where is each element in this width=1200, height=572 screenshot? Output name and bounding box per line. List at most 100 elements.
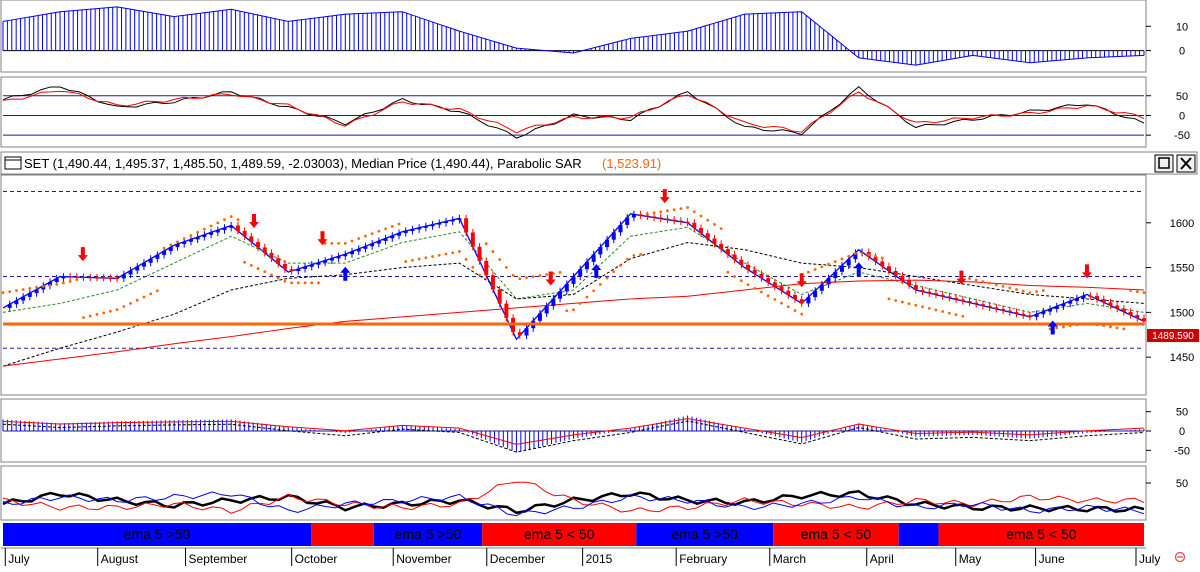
sell-arrow: [77, 247, 88, 262]
parabolic-sar-dot: [572, 308, 575, 312]
parabolic-sar-dot: [706, 218, 710, 222]
candle-body: [584, 261, 589, 270]
candle-body: [880, 261, 885, 267]
parabolic-sar-dot: [471, 265, 475, 269]
last-price-text: 1489.590: [1152, 331, 1194, 342]
candle-body: [470, 232, 475, 247]
candle-body: [732, 254, 737, 260]
parabolic-sar-dot: [115, 308, 119, 312]
candle-body: [175, 244, 180, 248]
candle-body: [115, 278, 120, 280]
parabolic-sar-dot: [155, 289, 159, 293]
candle-body: [605, 239, 610, 248]
parabolic-sar-dot: [793, 309, 797, 312]
parabolic-sar-dot: [504, 265, 508, 269]
candle-body: [913, 285, 918, 290]
parabolic-sar-dot: [518, 277, 522, 281]
candle-body: [1034, 314, 1039, 317]
parabolic-sar-dot: [202, 227, 206, 231]
panel-2-plot: 1600 1550 1500 1450: [1, 189, 1194, 367]
candle-body: [806, 297, 811, 304]
parabolic-sar-dot: [679, 207, 683, 211]
signal-segment: [773, 523, 899, 546]
candle-body: [1115, 305, 1120, 309]
candle-body: [148, 258, 153, 263]
candle-body: [1142, 318, 1146, 322]
candle-body: [269, 252, 274, 259]
candle-body: [1108, 302, 1113, 306]
candle-body: [1135, 315, 1140, 319]
candle-body: [739, 259, 744, 265]
close-button[interactable]: [1176, 154, 1196, 173]
stochastic-panel: [0, 76, 1147, 148]
candle-body: [34, 289, 39, 294]
candle-body: [235, 225, 240, 231]
parabolic-sar-dot: [48, 283, 52, 287]
candle-body: [363, 246, 368, 249]
candle-body: [1041, 311, 1046, 315]
parabolic-sar-dot: [263, 270, 267, 274]
candle-body: [967, 301, 972, 303]
candle-body: [578, 269, 583, 277]
parabolic-sar-dot: [887, 297, 891, 301]
candle-body: [517, 332, 522, 336]
parabolic-sar-dot: [350, 239, 354, 243]
parabolic-sar-dot: [35, 285, 38, 289]
signal-segment: [482, 523, 637, 546]
candle-body: [309, 264, 314, 267]
candle-body: [779, 286, 784, 291]
candle-body: [665, 218, 670, 220]
parabolic-sar-dot: [390, 225, 394, 228]
no-entry-icon[interactable]: [1174, 551, 1186, 563]
oscillator-line: [2, 418, 1145, 445]
parabolic-sar-dot: [954, 313, 958, 317]
restore-icon: [1158, 157, 1170, 169]
candle-body: [846, 259, 851, 266]
parabolic-sar-dot: [384, 227, 387, 231]
parabolic-sar-dot: [988, 281, 992, 285]
parabolic-sar-dot: [968, 277, 971, 280]
parabolic-sar-dot: [800, 312, 804, 316]
sma200-line: [2, 279, 1145, 367]
parabolic-sar-dot: [343, 241, 347, 245]
parabolic-sar-dot: [464, 257, 468, 261]
buy-arrow: [853, 262, 864, 277]
parabolic-sar-dot: [645, 212, 649, 216]
price-header-bar: [0, 151, 1198, 175]
candle-body: [524, 328, 529, 336]
parabolic-sar-dot: [330, 241, 334, 245]
parabolic-sar-dot: [625, 257, 629, 261]
candle-body: [477, 246, 482, 261]
parabolic-sar-dot: [162, 246, 166, 250]
candle-body: [658, 217, 663, 219]
parabolic-sar-dot: [820, 265, 824, 269]
candle-body: [819, 284, 824, 291]
candle-body: [598, 247, 603, 255]
candle-body: [886, 266, 891, 272]
parabolic-sar-dot: [813, 268, 817, 271]
buy-arrow: [1047, 320, 1058, 335]
parabolic-sar-dot: [404, 260, 408, 263]
parabolic-sar-dot: [632, 254, 636, 257]
parabolic-sar-dot: [249, 264, 253, 267]
y-tick-label: 1550: [1170, 263, 1194, 275]
candle-body: [356, 248, 361, 252]
parabolic-sar-dot: [370, 232, 374, 236]
parabolic-sar-dot: [961, 314, 965, 318]
candle-body: [430, 224, 435, 227]
sell-arrow: [796, 273, 807, 288]
parabolic-sar-dot: [270, 273, 273, 277]
candle-body: [303, 266, 308, 269]
parabolic-sar-dot: [498, 258, 502, 261]
parabolic-sar-dot: [102, 311, 106, 315]
series-0-line: [2, 85, 1145, 139]
restore-button[interactable]: [1154, 154, 1174, 173]
candle-body: [1121, 308, 1126, 312]
parabolic-sar-dot: [364, 234, 367, 238]
parabolic-sar-dot: [927, 306, 931, 310]
candle-body: [323, 260, 328, 263]
parabolic-sar-dot: [545, 273, 549, 276]
parabolic-sar-dot: [538, 274, 542, 277]
candle-body: [14, 300, 19, 305]
parabolic-sar-dot: [585, 295, 589, 299]
